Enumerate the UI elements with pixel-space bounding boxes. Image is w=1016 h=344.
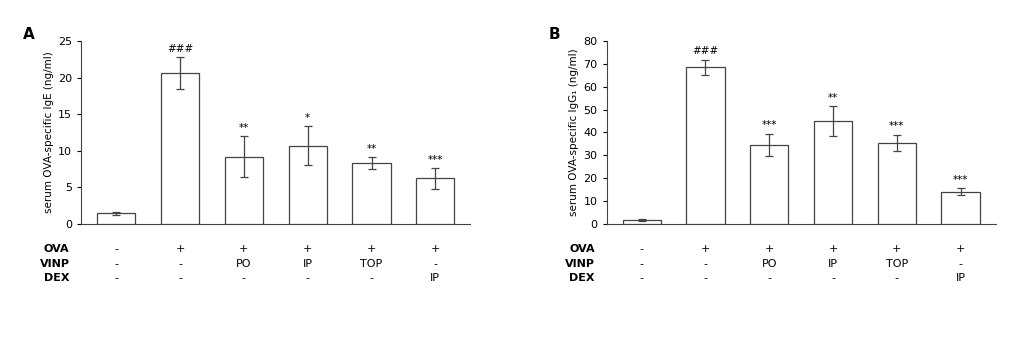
Text: -: -	[703, 259, 707, 269]
Text: IP: IP	[303, 259, 313, 269]
Text: +: +	[239, 244, 249, 254]
Bar	[161, 73, 199, 224]
Text: DEX: DEX	[569, 273, 595, 283]
Text: +: +	[701, 244, 710, 254]
Text: +: +	[431, 244, 440, 254]
Text: **: **	[367, 144, 377, 154]
Text: **: **	[828, 93, 838, 103]
Y-axis label: serum OVA-specific IgG₁ (ng/ml): serum OVA-specific IgG₁ (ng/ml)	[569, 49, 579, 216]
Text: IP: IP	[956, 273, 965, 283]
Text: +: +	[367, 244, 376, 254]
Text: IP: IP	[431, 273, 440, 283]
Text: -: -	[115, 259, 118, 269]
Text: ***: ***	[762, 120, 777, 130]
Y-axis label: serum OVA-specific IgE (ng/ml): serum OVA-specific IgE (ng/ml)	[44, 52, 54, 213]
Text: -: -	[640, 273, 644, 283]
Text: *: *	[305, 112, 310, 122]
Text: -: -	[178, 273, 182, 283]
Text: ***: ***	[953, 175, 968, 185]
Bar	[750, 145, 788, 224]
Text: PO: PO	[761, 259, 777, 269]
Bar	[687, 67, 724, 224]
Text: -: -	[115, 244, 118, 254]
Bar	[289, 146, 327, 224]
Text: ***: ***	[428, 155, 443, 165]
Text: -: -	[178, 259, 182, 269]
Text: ###: ###	[692, 46, 718, 56]
Text: +: +	[303, 244, 312, 254]
Text: VINP: VINP	[40, 259, 70, 269]
Bar	[353, 163, 390, 224]
Text: TOP: TOP	[361, 259, 383, 269]
Text: -: -	[703, 273, 707, 283]
Bar	[942, 192, 979, 224]
Bar	[878, 143, 916, 224]
Text: ***: ***	[889, 121, 904, 131]
Text: DEX: DEX	[44, 273, 70, 283]
Text: +: +	[892, 244, 901, 254]
Text: A: A	[23, 27, 35, 42]
Text: +: +	[765, 244, 774, 254]
Text: -: -	[767, 273, 771, 283]
Text: -: -	[306, 273, 310, 283]
Bar	[225, 157, 263, 224]
Text: OVA: OVA	[44, 244, 70, 254]
Text: -: -	[895, 273, 899, 283]
Text: **: **	[239, 123, 249, 133]
Bar	[98, 213, 135, 224]
Text: VINP: VINP	[565, 259, 595, 269]
Text: +: +	[956, 244, 965, 254]
Text: -: -	[640, 259, 644, 269]
Text: ###: ###	[167, 44, 193, 54]
Bar	[623, 220, 660, 224]
Text: -: -	[115, 273, 118, 283]
Text: IP: IP	[828, 259, 838, 269]
Text: -: -	[433, 259, 437, 269]
Text: -: -	[640, 244, 644, 254]
Bar	[814, 121, 852, 224]
Text: -: -	[370, 273, 374, 283]
Bar	[417, 179, 454, 224]
Text: +: +	[828, 244, 838, 254]
Text: -: -	[242, 273, 246, 283]
Text: TOP: TOP	[886, 259, 908, 269]
Text: -: -	[959, 259, 962, 269]
Text: PO: PO	[236, 259, 252, 269]
Text: OVA: OVA	[569, 244, 595, 254]
Text: B: B	[549, 27, 560, 42]
Text: +: +	[176, 244, 185, 254]
Text: -: -	[831, 273, 835, 283]
